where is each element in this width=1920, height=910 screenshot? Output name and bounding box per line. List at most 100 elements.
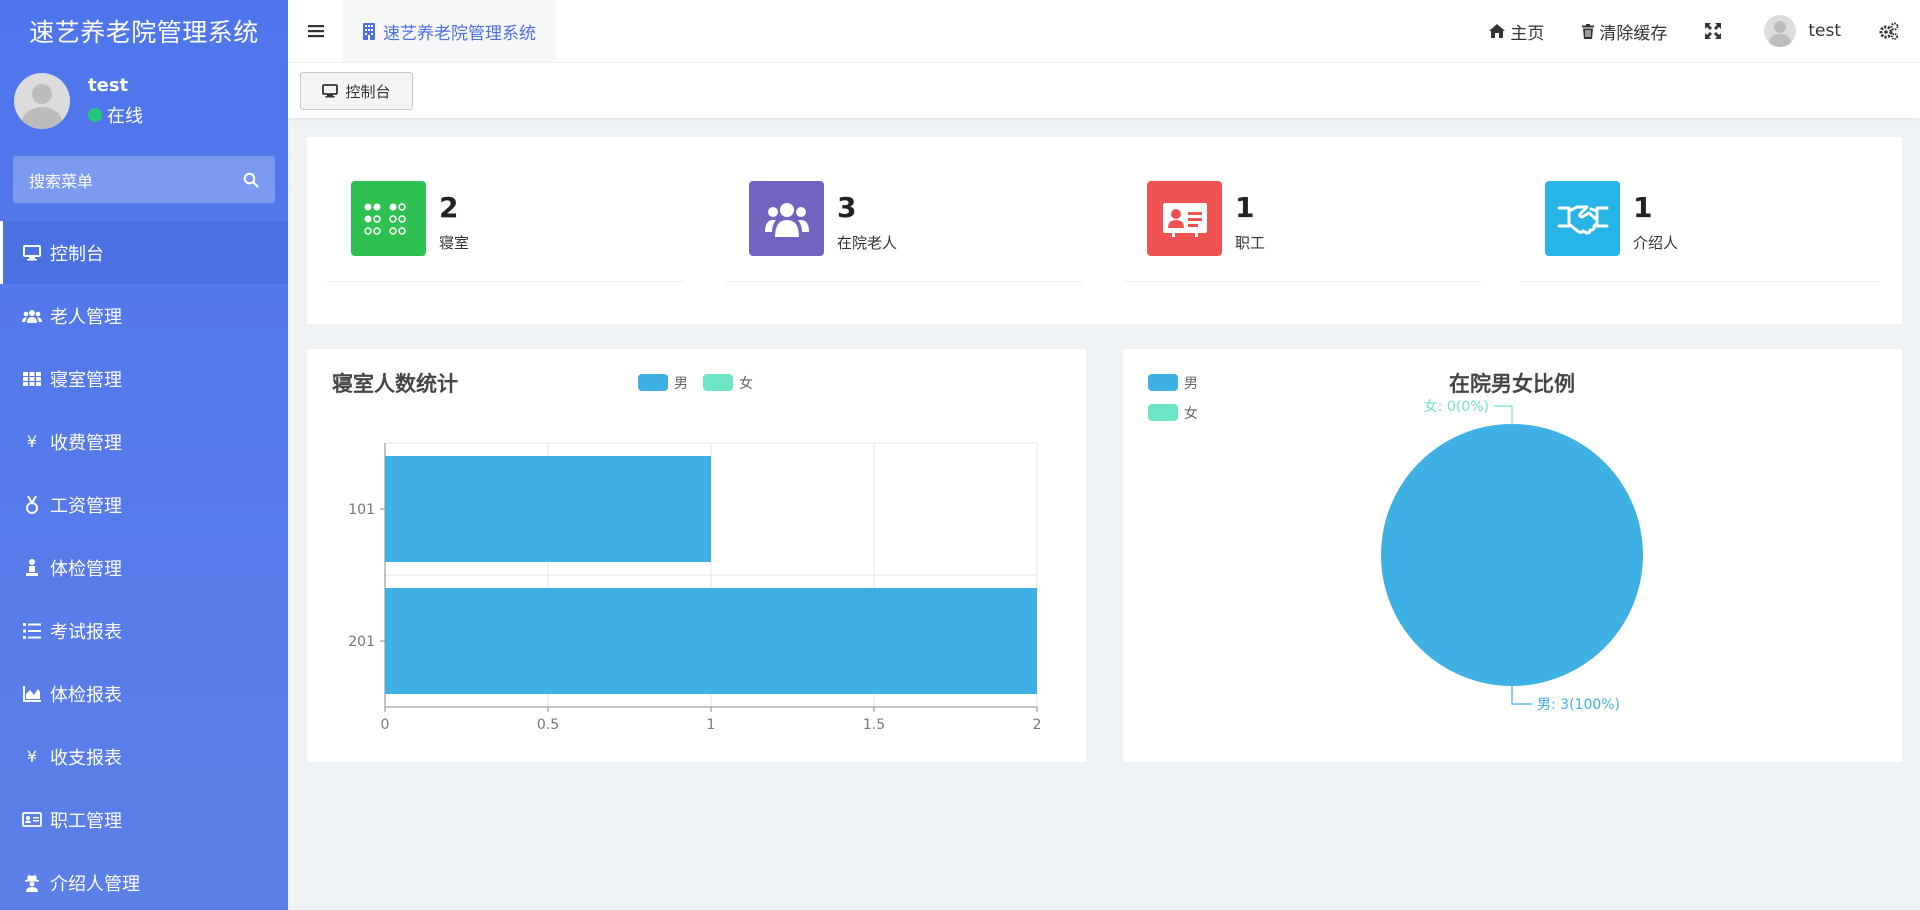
- medal-icon: [22, 495, 42, 515]
- dorm-dots-icon: [351, 181, 426, 256]
- bar-201[interactable]: [385, 588, 1037, 694]
- y-tick-label: 201: [348, 634, 375, 650]
- sidebar-item-dorms[interactable]: 寝室管理: [0, 347, 288, 410]
- sidebar-item-elders[interactable]: 老人管理: [0, 284, 288, 347]
- stat-value: 2: [439, 191, 459, 224]
- legend-label-0[interactable]: 男: [1184, 376, 1198, 392]
- dorm-bar-chart: 寝室人数统计 男 女 0 0.5 1 1.5 2 101 201: [332, 372, 1042, 733]
- top-header: 速艺养老院管理系统 主页 清除缓存 test: [288, 0, 1920, 62]
- home-link[interactable]: 主页: [1470, 0, 1563, 62]
- stats-panel: 2 寝室 3 在院老人 1 职工 1 介绍人: [307, 137, 1902, 324]
- list-icon: [22, 621, 42, 641]
- pie-label-1: 女: 0(0%): [1424, 398, 1489, 415]
- brand-title[interactable]: 速艺养老院管理系统: [29, 18, 259, 47]
- x-tick-label: 0: [381, 717, 390, 733]
- sidebar-item-finance-report[interactable]: ¥ 收支报表: [0, 725, 288, 788]
- dorm-bar-chart-card: 寝室人数统计 男 女 0 0.5 1 1.5 2 101 201: [307, 349, 1086, 762]
- user-status-label: 在线: [107, 106, 143, 127]
- pie-label-0: 男: 3(100%): [1537, 697, 1620, 713]
- pie-slice-0[interactable]: [1381, 424, 1643, 686]
- search-input[interactable]: 搜索菜单: [13, 156, 275, 203]
- user-status: 在线: [88, 102, 143, 128]
- pie-label-line-0: [1511, 686, 1532, 705]
- sidebar-item-checkup-report[interactable]: 体检报表: [0, 662, 288, 725]
- x-tick-label: 2: [1033, 717, 1042, 733]
- clear-cache-label: 清除缓存: [1599, 23, 1668, 44]
- pie-label-line-1: [1494, 405, 1513, 424]
- sidebar-toggle-button[interactable]: [288, 0, 343, 62]
- yen-icon: ¥: [26, 432, 38, 451]
- legend-label-1[interactable]: 女: [1184, 405, 1198, 422]
- stat-card-staff[interactable]: 1 职工: [1123, 137, 1481, 282]
- tab-bar: 控制台: [288, 62, 1920, 118]
- home-label: 主页: [1510, 23, 1545, 44]
- y-tick-label: 101: [348, 502, 375, 518]
- sidebar-item-dashboard[interactable]: 控制台: [0, 221, 288, 284]
- legend-label-0[interactable]: 男: [674, 376, 688, 392]
- id-card-icon: [22, 810, 42, 830]
- tab-dashboard-label: 控制台: [345, 82, 391, 101]
- sidebar-item-label: 职工管理: [50, 810, 122, 832]
- building-icon: [363, 22, 375, 40]
- header-app-tab[interactable]: 速艺养老院管理系统: [343, 0, 556, 62]
- bar-101[interactable]: [385, 456, 711, 562]
- x-tick-label: 0.5: [537, 717, 559, 733]
- stat-card-referrers[interactable]: 1 介绍人: [1521, 137, 1879, 282]
- stat-label: 在院老人: [837, 234, 898, 252]
- stat-label: 介绍人: [1633, 234, 1679, 252]
- tab-dashboard[interactable]: 控制台: [300, 72, 413, 110]
- sidebar-item-label: 寝室管理: [50, 369, 122, 391]
- legend-swatch-0[interactable]: [638, 374, 668, 391]
- home-icon: [1489, 24, 1506, 38]
- chart-title: 在院男女比例: [1449, 372, 1575, 396]
- fullscreen-button[interactable]: [1686, 0, 1745, 62]
- user-menu[interactable]: test: [1745, 0, 1860, 62]
- sidebar-item-staff[interactable]: 职工管理: [0, 788, 288, 851]
- sidebar-item-label: 工资管理: [50, 495, 122, 517]
- search-icon[interactable]: [243, 172, 259, 188]
- stat-card-elders[interactable]: 3 在院老人: [725, 137, 1083, 282]
- sidebar-menu: 控制台 老人管理 寝室管理 ¥ 收费管理 工资管理 体检管理 考试报表 体检报表: [0, 221, 288, 910]
- stat-label: 寝室: [439, 234, 470, 252]
- sidebar-item-referrers[interactable]: 介绍人管理: [0, 851, 288, 910]
- users-icon: [22, 306, 42, 326]
- avatar: [1764, 15, 1797, 47]
- monitor-icon: [22, 243, 42, 263]
- sidebar-item-exam-report[interactable]: 考试报表: [0, 599, 288, 662]
- gender-pie-chart-card: 在院男女比例 男女 男: 3(100%) 女: 0(0%): [1123, 349, 1902, 762]
- sidebar: 速艺养老院管理系统 test 在线 搜索菜单 控制台 老人管理 寝室管理: [0, 0, 288, 910]
- avatar: [14, 73, 70, 129]
- legend-label-1[interactable]: 女: [739, 375, 753, 392]
- trash-icon: [1582, 23, 1595, 39]
- search-placeholder: 搜索菜单: [29, 171, 94, 191]
- chart-title: 寝室人数统计: [332, 372, 458, 396]
- user-panel: test 在线: [0, 62, 288, 140]
- user-name: test: [88, 75, 129, 96]
- legend-swatch-1[interactable]: [1148, 404, 1178, 421]
- sidebar-item-fees[interactable]: ¥ 收费管理: [0, 410, 288, 473]
- grid-icon: [22, 369, 42, 389]
- hamburger-icon: [307, 25, 324, 38]
- monitor-icon: [322, 84, 339, 98]
- legend-swatch-1[interactable]: [703, 374, 733, 391]
- sidebar-item-checkup[interactable]: 体检管理: [0, 536, 288, 599]
- sidebar-item-salary[interactable]: 工资管理: [0, 473, 288, 536]
- handshake-icon: [1545, 181, 1620, 256]
- yen-icon: ¥: [26, 747, 38, 766]
- sidebar-item-label: 收支报表: [50, 747, 122, 769]
- gender-pie-chart: 在院男女比例 男女 男: 3(100%) 女: 0(0%): [1148, 372, 1643, 713]
- settings-button[interactable]: [1860, 0, 1920, 62]
- users-icon: [749, 181, 824, 256]
- legend-swatch-0[interactable]: [1148, 374, 1178, 391]
- gears-icon: [1879, 22, 1899, 40]
- stat-value: 1: [1235, 191, 1255, 224]
- sidebar-item-label: 考试报表: [50, 621, 122, 643]
- clear-cache-button[interactable]: 清除缓存: [1563, 0, 1686, 62]
- stat-label: 职工: [1235, 234, 1266, 252]
- x-tick-label: 1.5: [863, 717, 885, 733]
- stat-card-dorms[interactable]: 2 寝室: [327, 137, 685, 282]
- sidebar-item-label: 老人管理: [50, 306, 122, 328]
- sidebar-item-label: 介绍人管理: [50, 873, 140, 895]
- header-app-tab-label: 速艺养老院管理系统: [383, 23, 536, 44]
- sidebar-item-label: 体检报表: [50, 684, 122, 706]
